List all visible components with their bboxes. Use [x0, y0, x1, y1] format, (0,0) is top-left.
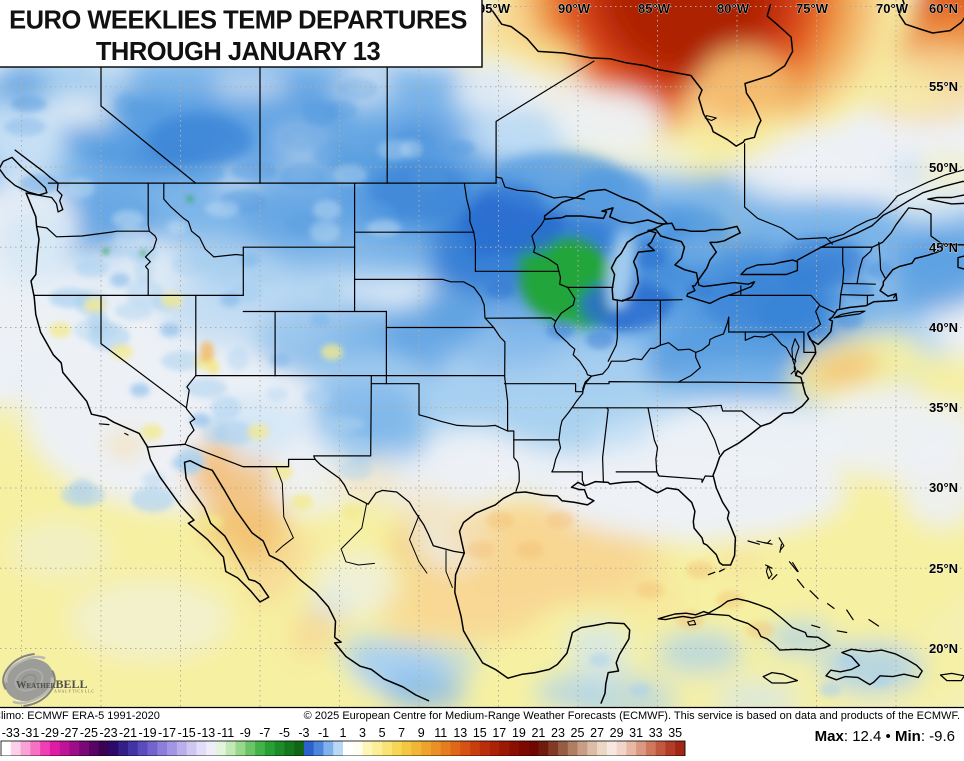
svg-text:20°N: 20°N: [929, 641, 958, 656]
svg-text:55°N: 55°N: [929, 79, 958, 94]
svg-text:11: 11: [434, 726, 447, 740]
svg-text:70°W: 70°W: [876, 1, 909, 16]
svg-text:-19: -19: [139, 726, 157, 740]
svg-text:-15: -15: [178, 726, 196, 740]
svg-text:50°N: 50°N: [929, 160, 958, 175]
svg-text:30°N: 30°N: [929, 480, 958, 495]
svg-text:15: 15: [473, 726, 487, 740]
svg-text:23: 23: [551, 726, 565, 740]
svg-text:Max: 12.4 • Min: -9.6: Max: 12.4 • Min: -9.6: [815, 728, 955, 745]
svg-text:19: 19: [512, 726, 526, 740]
svg-text:21: 21: [531, 726, 545, 740]
svg-text:THROUGH JANUARY 13: THROUGH JANUARY 13: [96, 38, 381, 66]
svg-text:5: 5: [379, 726, 386, 740]
svg-text:45°N: 45°N: [929, 240, 958, 255]
svg-text:-31: -31: [21, 726, 39, 740]
svg-text:-27: -27: [60, 726, 78, 740]
svg-text:-11: -11: [217, 726, 234, 740]
svg-text:-23: -23: [99, 726, 117, 740]
svg-text:33: 33: [649, 726, 663, 740]
svg-text:17: 17: [492, 726, 506, 740]
svg-text:-9: -9: [240, 726, 251, 740]
svg-text:EURO WEEKLIES TEMP DEPARTURES: EURO WEEKLIES TEMP DEPARTURES: [9, 7, 467, 35]
svg-text:-1: -1: [318, 726, 329, 740]
svg-text:-33: -33: [2, 726, 20, 740]
svg-text:-5: -5: [279, 726, 290, 740]
svg-text:25°N: 25°N: [929, 561, 958, 576]
svg-text:3: 3: [359, 726, 366, 740]
svg-text:25: 25: [571, 726, 585, 740]
svg-text:-3: -3: [298, 726, 309, 740]
svg-text:-7: -7: [259, 726, 270, 740]
svg-text:40°N: 40°N: [929, 320, 958, 335]
svg-text:1: 1: [340, 726, 347, 740]
svg-text:95°W: 95°W: [478, 1, 511, 16]
svg-text:80°W: 80°W: [717, 1, 750, 16]
svg-text:-25: -25: [80, 726, 98, 740]
svg-text:35°N: 35°N: [929, 400, 958, 415]
svg-text:-13: -13: [197, 726, 215, 740]
svg-text:7: 7: [398, 726, 405, 740]
svg-text:-17: -17: [158, 726, 176, 740]
svg-text:31: 31: [629, 726, 643, 740]
svg-text:85°W: 85°W: [638, 1, 671, 16]
svg-text:75°W: 75°W: [796, 1, 829, 16]
svg-text:13: 13: [453, 726, 467, 740]
svg-text:A N A L Y T I C S L L C: A N A L Y T I C S L L C: [54, 689, 94, 694]
svg-text:9: 9: [418, 726, 425, 740]
svg-text:29: 29: [610, 726, 624, 740]
svg-text:© 2025 European Centre for Med: © 2025 European Centre for Medium-Range …: [304, 710, 960, 722]
svg-text:27: 27: [590, 726, 604, 740]
svg-text:60°N: 60°N: [929, 1, 958, 16]
svg-text:Climo: ECMWF ERA-5 1991-2020: Climo: ECMWF ERA-5 1991-2020: [0, 710, 160, 722]
svg-text:35: 35: [668, 726, 682, 740]
svg-text:90°W: 90°W: [558, 1, 591, 16]
svg-text:WEATHERBELL: WEATHERBELL: [16, 677, 88, 691]
svg-text:-21: -21: [119, 726, 137, 740]
svg-text:-29: -29: [41, 726, 59, 740]
